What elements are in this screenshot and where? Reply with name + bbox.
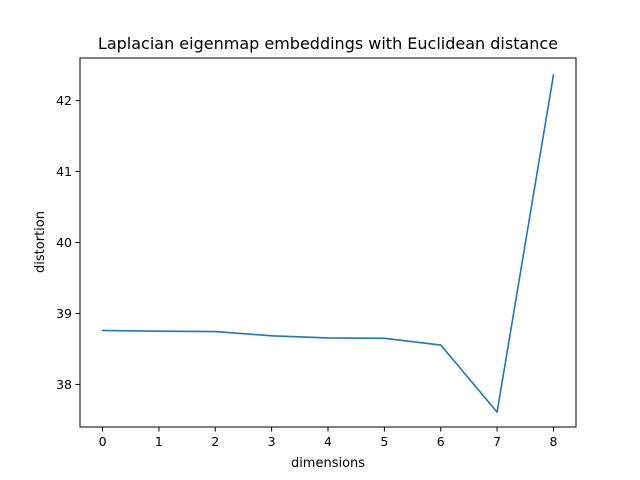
data-point — [496, 411, 498, 413]
plot-area: 0 1 2 3 4 5 6 7 8 38 39 40 41 42 — [56, 57, 577, 449]
x-tick-label: 3 — [268, 434, 276, 449]
x-axis-ticks: 0 1 2 3 4 5 6 7 8 — [99, 427, 557, 449]
data-point — [327, 337, 329, 339]
x-tick-label: 4 — [324, 434, 332, 449]
chart-title: Laplacian eigenmap embeddings with Eucli… — [98, 34, 558, 53]
x-tick-label: 1 — [155, 434, 163, 449]
x-tick-label: 2 — [211, 434, 219, 449]
series-line-0 — [101, 74, 555, 413]
data-point — [553, 74, 555, 76]
x-tick-label: 7 — [493, 434, 501, 449]
y-tick-label: 41 — [56, 164, 72, 179]
data-point — [271, 335, 273, 337]
data-point — [102, 330, 104, 332]
y-tick-label: 40 — [56, 235, 72, 250]
y-tick-label: 42 — [56, 93, 72, 108]
x-tick-label: 6 — [437, 434, 445, 449]
y-tick-label: 39 — [56, 306, 72, 321]
y-tick-label: 38 — [56, 377, 72, 392]
x-tick-label: 0 — [99, 434, 107, 449]
y-axis-ticks: 38 39 40 41 42 — [56, 93, 80, 392]
y-axis-label: distortion — [33, 211, 48, 273]
x-axis-label: dimensions — [291, 456, 365, 471]
x-tick-label: 8 — [549, 434, 557, 449]
series-layer — [101, 74, 555, 413]
data-point — [440, 344, 442, 346]
data-point — [158, 330, 160, 332]
x-tick-label: 5 — [380, 434, 388, 449]
data-point — [384, 337, 386, 339]
data-point — [214, 331, 216, 333]
